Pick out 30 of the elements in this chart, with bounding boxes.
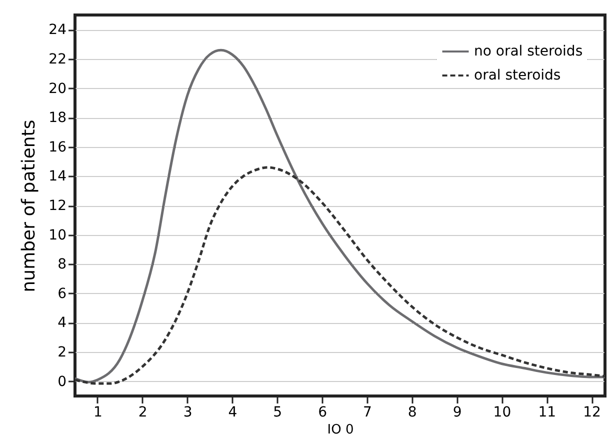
y-tick-label: 24 xyxy=(48,22,67,38)
x-tick-label: 3 xyxy=(183,404,192,420)
legend-label: no oral steroids xyxy=(474,44,583,60)
x-tick-label: 1 xyxy=(93,404,102,420)
line-series xyxy=(75,166,605,385)
y-tick-label: 14 xyxy=(48,168,67,185)
x-tick-label: 8 xyxy=(408,404,417,420)
x-tick-label: 10 xyxy=(493,404,512,420)
y-tick-label: 8 xyxy=(58,256,66,273)
x-tick-label: 6 xyxy=(318,404,328,420)
x-tick-label: 4 xyxy=(228,404,238,420)
y-tick-label: 12 xyxy=(48,198,66,214)
x-tick-label: 9 xyxy=(452,404,462,420)
y-tick-label: 2 xyxy=(58,344,66,361)
legend-label: oral steroids xyxy=(474,68,561,84)
y-tick-label: 20 xyxy=(48,80,66,97)
x-tick-label: 12 xyxy=(583,404,601,420)
y-tick-label: 4 xyxy=(58,315,67,332)
x-tick-label: 5 xyxy=(273,404,282,420)
x-tick-label: 7 xyxy=(362,404,372,420)
x-axis-title: IO 0 xyxy=(327,422,354,438)
y-tick-label: 18 xyxy=(48,110,66,126)
y-tick-label: 16 xyxy=(48,139,67,156)
y-tick-label: 0 xyxy=(58,374,66,390)
x-tick-label: 11 xyxy=(538,404,556,420)
x-tick-label: 2 xyxy=(138,404,148,420)
y-tick-label: 22 xyxy=(48,51,66,68)
y-tick-label: 6 xyxy=(58,286,67,302)
y-tick-label: 10 xyxy=(48,227,66,244)
y-axis-title: number of patients xyxy=(18,120,40,292)
